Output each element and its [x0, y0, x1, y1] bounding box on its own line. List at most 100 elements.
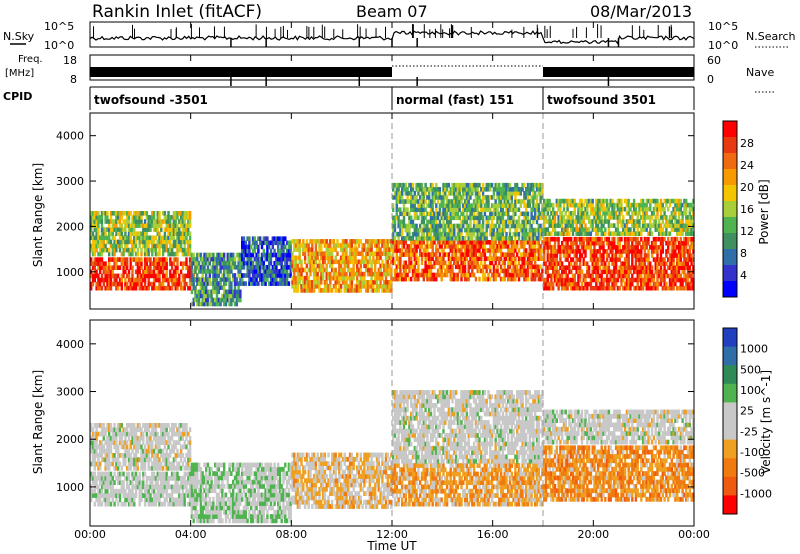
echo-cell: [609, 215, 612, 220]
echo-cell: [553, 269, 557, 275]
echo-cell: [401, 264, 404, 270]
echo-cell: [458, 199, 461, 204]
echo-cell: [415, 199, 418, 204]
echo-cell: [129, 223, 132, 228]
echo-cell: [530, 211, 533, 217]
echo-cell: [521, 199, 524, 204]
echo-cell: [413, 260, 416, 266]
echo-cell: [257, 273, 260, 278]
echo-cell: [589, 273, 593, 279]
echo-cell: [438, 203, 442, 208]
echo-cell: [217, 260, 220, 266]
echo-cell: [348, 243, 352, 248]
echo-cell: [347, 275, 350, 281]
echo-cell: [251, 240, 255, 246]
echo-cell: [320, 239, 323, 244]
echo-cell: [152, 281, 156, 287]
echo-cell: [683, 261, 686, 266]
echo-cell: [131, 223, 134, 228]
echo-cell: [438, 252, 442, 257]
echo-cell: [163, 285, 167, 291]
echo-cell: [577, 269, 580, 275]
echo-cell: [361, 284, 364, 289]
echo-cell: [156, 231, 159, 236]
echo-cell: [253, 273, 256, 278]
echo-cell: [454, 248, 458, 253]
echo-cell: [632, 265, 636, 270]
echo-cell: [208, 273, 211, 278]
echo-cell: [163, 243, 167, 249]
echo-cell: [145, 257, 149, 262]
echo-cell: [273, 248, 276, 254]
echo-cell: [472, 227, 476, 233]
echo-cell: [248, 281, 251, 286]
echo-cell: [242, 244, 246, 250]
echo-cell: [498, 215, 501, 221]
echo-cell: [672, 245, 675, 250]
echo-cell: [365, 259, 368, 265]
echo-cell: [490, 227, 494, 233]
echo-cell: [397, 244, 400, 249]
echo-cell: [564, 281, 567, 287]
echo-cell: [512, 248, 515, 253]
echo-cell: [404, 207, 407, 212]
echo-cell: [424, 182, 427, 188]
echo-cell: [667, 223, 670, 228]
echo-cell: [530, 260, 533, 266]
echo-cell: [685, 281, 688, 287]
echo-cell: [462, 256, 465, 261]
echo-cell: [512, 264, 515, 270]
echo-cell: [614, 265, 618, 270]
echo-cell: [447, 244, 451, 249]
echo-cell: [232, 273, 235, 278]
echo-cell: [618, 202, 621, 208]
echo-cell: [260, 265, 264, 270]
echo-cell: [93, 243, 96, 249]
echo-cell: [410, 199, 413, 204]
echo-cell: [100, 261, 104, 266]
echo-cell: [543, 206, 546, 212]
echo-cell: [445, 252, 449, 257]
echo-cell: [613, 269, 616, 275]
echo-cell: [102, 269, 105, 275]
echo-cell: [431, 199, 434, 204]
echo-cell: [555, 273, 558, 279]
echo-cell: [490, 215, 494, 221]
echo-cell: [496, 248, 499, 253]
echo-cell: [453, 203, 456, 208]
echo-cell: [489, 256, 492, 261]
echo-cell: [392, 236, 395, 241]
echo-cell: [262, 277, 265, 282]
echo-cell: [392, 227, 395, 233]
echo-cell: [431, 248, 434, 253]
echo-cell: [156, 285, 159, 291]
echo-cell: [652, 223, 656, 228]
echo-cell: [188, 215, 192, 220]
echo-cell: [659, 240, 663, 246]
echo-cell: [424, 191, 427, 196]
echo-cell: [185, 211, 188, 216]
echo-cell: [420, 244, 424, 249]
echo-cell: [453, 191, 456, 196]
echo-cell: [111, 219, 114, 224]
echo-cell: [677, 257, 681, 262]
echo-cell: [370, 251, 373, 256]
echo-cell: [95, 211, 98, 216]
echo-cell: [257, 236, 260, 241]
echo-cell: [127, 211, 131, 216]
echo-cell: [481, 231, 485, 237]
echo-cell: [543, 202, 546, 208]
echo-cell: [118, 265, 122, 270]
echo-cell: [120, 231, 123, 236]
echo-cell: [303, 243, 307, 248]
echo-cell: [650, 265, 654, 270]
echo-cell: [552, 236, 555, 242]
echo-cell: [582, 227, 585, 232]
echo-cell: [124, 269, 127, 275]
echo-cell: [636, 281, 639, 287]
echo-cell: [467, 195, 470, 200]
echo-cell: [228, 269, 231, 274]
echo-cell: [329, 275, 332, 281]
echo-cell: [507, 268, 510, 274]
echo-cell: [323, 288, 327, 293]
